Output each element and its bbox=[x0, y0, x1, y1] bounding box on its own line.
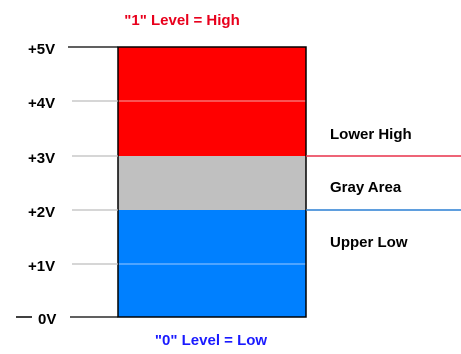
voltage-label-3v: +3V bbox=[28, 150, 55, 167]
voltage-label-4v: +4V bbox=[28, 95, 55, 112]
bar-outline bbox=[117, 46, 307, 318]
low-level-title: "0" Level = Low bbox=[155, 332, 268, 349]
upper-low-label: Upper Low bbox=[330, 234, 408, 251]
voltage-label-2v: +2V bbox=[28, 204, 55, 221]
voltage-label-5v: +5V bbox=[28, 41, 55, 58]
lower-high-label: Lower High bbox=[330, 126, 412, 143]
voltage-label-1v: +1V bbox=[28, 258, 55, 275]
high-level-title: "1" Level = High bbox=[124, 12, 240, 29]
gray-band bbox=[118, 156, 306, 210]
gray-area-label: Gray Area bbox=[330, 179, 402, 196]
voltage-label-0v: 0V bbox=[38, 311, 56, 328]
